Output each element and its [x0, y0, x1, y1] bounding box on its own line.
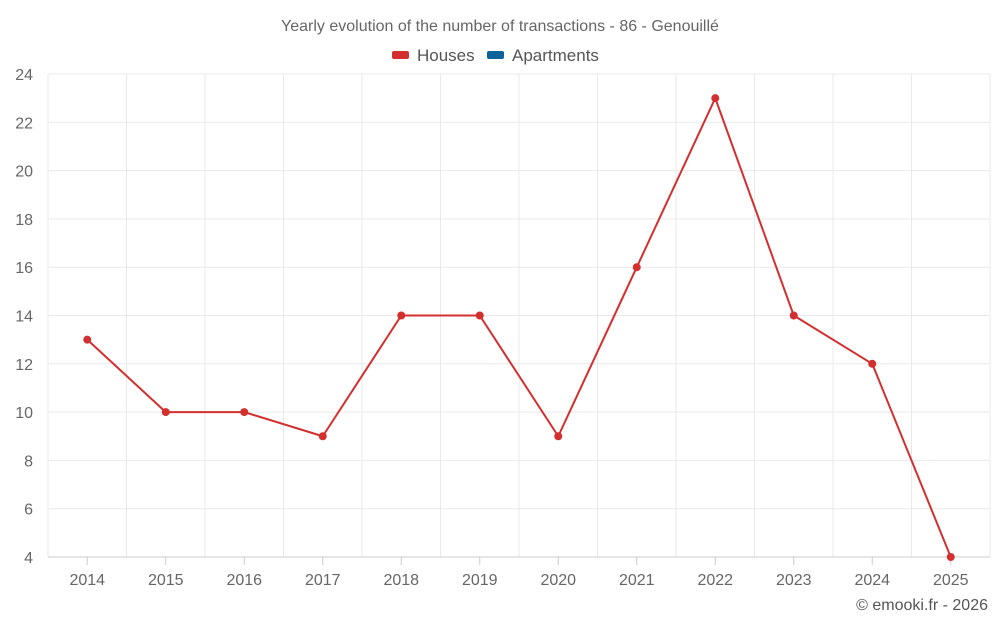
y-tick-label: 6: [24, 502, 33, 519]
x-tick-label: 2014: [69, 572, 105, 589]
credit: © emooki.fr - 2026: [856, 597, 988, 614]
chart-legend: Houses Apartments: [392, 46, 599, 65]
y-tick-label: 18: [15, 212, 33, 229]
x-tick-label: 2017: [305, 572, 341, 589]
x-tick-label: 2018: [383, 572, 419, 589]
data-point-houses-2025[interactable]: [946, 553, 955, 561]
x-tick-label: 2016: [226, 572, 262, 589]
legend-swatch-houses: [392, 51, 409, 59]
y-tick-label: 4: [24, 550, 33, 567]
legend-label-apartments[interactable]: Apartments: [512, 46, 599, 65]
x-tick-label: 2025: [933, 572, 969, 589]
data-point-houses-2014[interactable]: [83, 335, 92, 344]
y-tick-label: 8: [24, 453, 33, 470]
x-tick-label: 2015: [148, 572, 184, 589]
data-point-houses-2019[interactable]: [475, 311, 484, 320]
data-point-houses-2021[interactable]: [632, 263, 641, 272]
data-point-houses-2023[interactable]: [789, 311, 798, 320]
data-point-houses-2022[interactable]: [711, 94, 720, 103]
data-point-houses-2020[interactable]: [554, 432, 563, 441]
legend-swatch-apartments: [487, 51, 504, 59]
series-line-houses: [86, 97, 952, 558]
chart-title: Yearly evolution of the number of transa…: [281, 18, 719, 35]
y-tick-label: 16: [15, 260, 33, 277]
y-tick-label: 10: [15, 405, 33, 422]
data-point-houses-2018[interactable]: [397, 311, 406, 320]
y-tick-label: 22: [15, 115, 33, 132]
x-tick-label: 2024: [854, 572, 890, 589]
x-tick-label: 2021: [619, 572, 655, 589]
data-point-houses-2015[interactable]: [161, 408, 170, 417]
x-tick-label: 2022: [697, 572, 733, 589]
data-point-houses-2017[interactable]: [318, 432, 327, 441]
x-tick-label: 2023: [776, 572, 812, 589]
legend-label-houses[interactable]: Houses: [417, 46, 475, 65]
data-point-houses-2016[interactable]: [240, 408, 249, 417]
x-tick-label: 2020: [540, 572, 576, 589]
y-tick-label: 20: [15, 164, 33, 181]
y-tick-label: 14: [15, 309, 33, 326]
x-tick-label: 2019: [462, 572, 498, 589]
data-point-houses-2024[interactable]: [868, 359, 877, 368]
series: [83, 94, 955, 561]
y-tick-label: 12: [15, 357, 33, 374]
grid: [47, 73, 991, 558]
y-tick-label: 24: [15, 67, 33, 84]
